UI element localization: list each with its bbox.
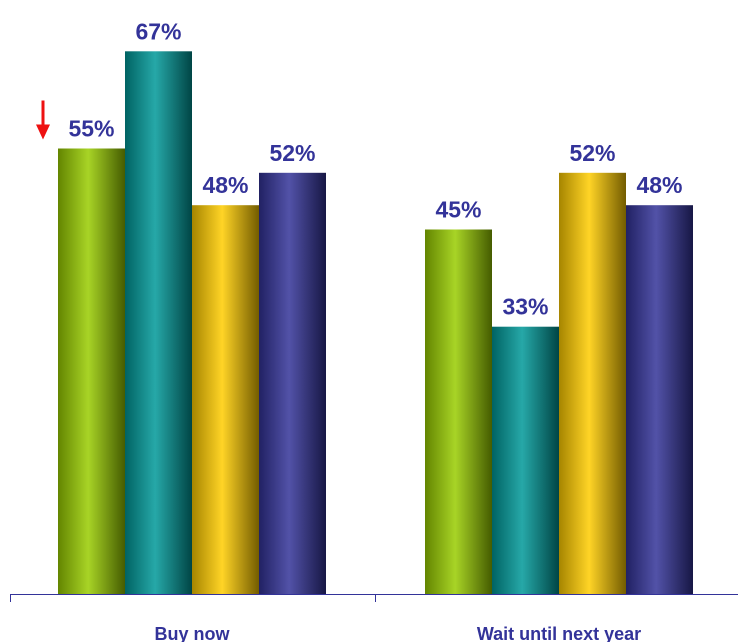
- value-label: 33%: [502, 294, 548, 320]
- value-label: 52%: [569, 140, 615, 166]
- bar-series4-buy-now: [259, 172, 326, 595]
- bar-series3-buy-now: [192, 205, 259, 594]
- category-labels-layer: Buy now Wait until next year: [155, 624, 642, 642]
- bar-series2-buy-now: [125, 51, 192, 595]
- bar-series2-wait-until-next-year: [492, 326, 559, 594]
- bars-layer: [58, 51, 693, 595]
- down-arrow-icon: [36, 100, 50, 140]
- bar-series1-wait-until-next-year: [425, 229, 492, 594]
- value-label: 55%: [68, 116, 114, 142]
- value-label: 48%: [202, 172, 248, 198]
- category-label: Wait until next year: [477, 624, 641, 642]
- value-label: 45%: [435, 197, 481, 223]
- value-label: 52%: [269, 140, 315, 166]
- value-labels-layer: 55% 67% 48% 52% 45% 33% 52% 48%: [68, 18, 682, 319]
- bar-series4-wait-until-next-year: [626, 205, 693, 594]
- category-label: Buy now: [155, 624, 231, 642]
- annotations-layer: [36, 100, 50, 140]
- bar-series1-buy-now: [58, 148, 125, 594]
- value-label: 48%: [636, 172, 682, 198]
- x-axis: [10, 594, 738, 602]
- value-label: 67%: [135, 18, 181, 44]
- bar-series3-wait-until-next-year: [559, 172, 626, 595]
